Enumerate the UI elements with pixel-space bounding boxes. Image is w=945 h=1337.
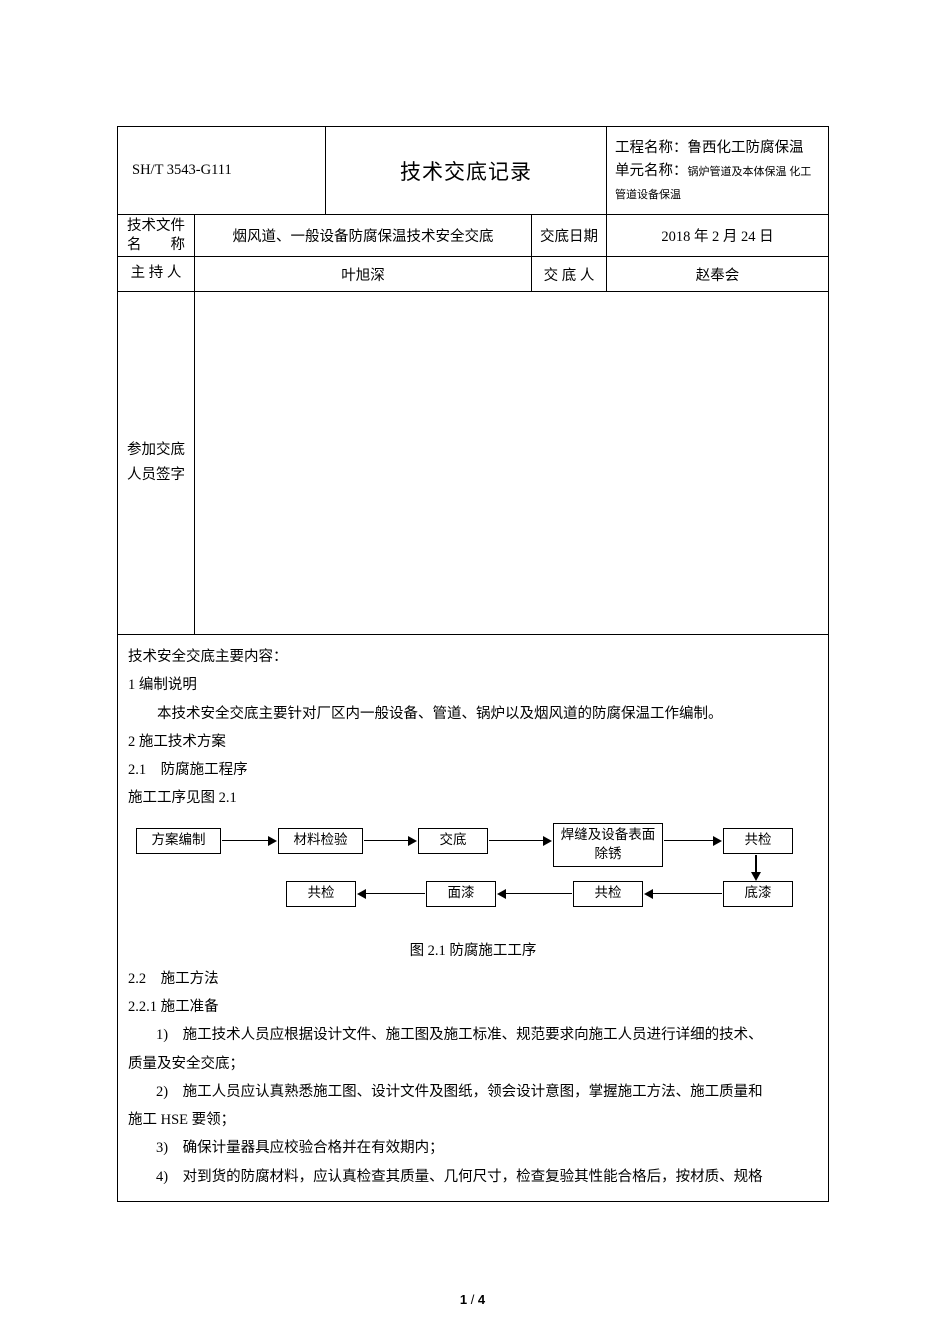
arrow-5-down-v xyxy=(755,855,757,873)
doc-title-cell: 技术交底记录 xyxy=(326,127,607,214)
host-value-cell: 叶旭深 xyxy=(195,257,532,291)
arrow-9-8 xyxy=(644,889,722,899)
arrow-3-4 xyxy=(489,836,552,846)
project-name-line: 工程名称：鲁西化工防腐保温 xyxy=(615,137,820,160)
arrow-4-5 xyxy=(664,836,722,846)
project-name: 鲁西化工防腐保温 xyxy=(688,140,804,156)
page-current: 1 xyxy=(460,1292,467,1307)
header-row: SH/T 3543-G111 技术交底记录 工程名称：鲁西化工防腐保温 单元名称… xyxy=(118,127,828,215)
list-item-3: 3) 确保计量器具应校验合格并在有效期内； xyxy=(128,1134,818,1162)
doc-code: SH/T 3543-G111 xyxy=(132,162,232,179)
flowchart: 方案编制 材料检验 交底 焊缝及设备表面除锈 共检 共检 面漆 共检 底漆 xyxy=(128,823,818,933)
content-area: 技术安全交底主要内容： 1 编制说明 本技术安全交底主要针对厂区内一般设备、管道… xyxy=(118,635,828,1201)
signature-label: 参加交底人员签字 xyxy=(124,438,188,487)
signature-row: 参加交底人员签字 xyxy=(118,292,828,635)
project-info-cell: 工程名称：鲁西化工防腐保温 单元名称：锅炉管道及本体保温 化工管道设备保温 xyxy=(607,127,828,214)
flow-node-8: 共检 xyxy=(573,881,643,907)
presenter-label-cell: 交 底 人 xyxy=(532,257,607,291)
unit-name-line: 单元名称：锅炉管道及本体保温 化工管道设备保温 xyxy=(615,160,820,206)
arrow-8-7 xyxy=(497,889,572,899)
date-value-cell: 2018 年 2 月 24 日 xyxy=(607,215,828,256)
arrow-2-3 xyxy=(364,836,417,846)
host-label-cell: 主 持 人 xyxy=(118,257,195,291)
unit-label: 单元名称： xyxy=(615,163,688,179)
list-item-2: 2) 施工人员应认真熟悉施工图、设计文件及图纸，领会设计意图，掌握施工方法、施工… xyxy=(128,1078,818,1106)
date-label: 交底日期 xyxy=(540,225,598,246)
doc-title: 技术交底记录 xyxy=(400,156,532,186)
presenter-value: 赵奉会 xyxy=(696,264,740,285)
list-item-1: 1) 施工技术人员应根据设计文件、施工图及施工标准、规范要求向施工人员进行详细的… xyxy=(128,1021,818,1049)
page-total: 4 xyxy=(478,1292,485,1307)
page-number: 1 / 4 xyxy=(0,1292,945,1307)
doc-name-label-cell: 技术文件名 称 xyxy=(118,215,195,256)
project-label: 工程名称： xyxy=(615,140,688,156)
section-221-title: 2.2.1 施工准备 xyxy=(128,993,818,1021)
list-item-1b: 质量及安全交底； xyxy=(128,1050,818,1078)
flow-node-2: 材料检验 xyxy=(278,828,363,854)
info-row-2: 主 持 人 叶旭深 交 底 人 赵奉会 xyxy=(118,257,828,292)
arrow-7-6 xyxy=(357,889,425,899)
arrow-1-2 xyxy=(222,836,277,846)
flow-node-9: 底漆 xyxy=(723,881,793,907)
presenter-value-cell: 赵奉会 xyxy=(607,257,828,291)
section-2-title: 2 施工技术方案 xyxy=(128,728,818,756)
signature-area xyxy=(195,292,828,634)
document-page: SH/T 3543-G111 技术交底记录 工程名称：鲁西化工防腐保温 单元名称… xyxy=(117,126,829,1202)
section-1-title: 1 编制说明 xyxy=(128,671,818,699)
section-1-body: 本技术安全交底主要针对厂区内一般设备、管道、锅炉以及烟风道的防腐保温工作编制。 xyxy=(128,700,818,728)
list-item-4: 4) 对到货的防腐材料，应认真检查其质量、几何尺寸，检查复验其性能合格后，按材质… xyxy=(128,1163,818,1191)
figure-caption: 图 2.1 防腐施工工序 xyxy=(128,937,818,965)
signature-label-cell: 参加交底人员签字 xyxy=(118,292,195,634)
section-21-title: 2.1 防腐施工程序 xyxy=(128,756,818,784)
section-21-body: 施工工序见图 2.1 xyxy=(128,784,818,812)
host-value: 叶旭深 xyxy=(341,264,385,285)
content-main-title: 技术安全交底主要内容： xyxy=(128,643,818,671)
info-row-1: 技术文件名 称 烟风道、一般设备防腐保温技术安全交底 交底日期 2018 年 2… xyxy=(118,215,828,257)
doc-name-label: 技术文件名 称 xyxy=(120,217,192,255)
section-22-title: 2.2 施工方法 xyxy=(128,965,818,993)
arrow-5-down-head xyxy=(751,872,761,881)
flow-node-5: 共检 xyxy=(723,828,793,854)
outer-table: SH/T 3543-G111 技术交底记录 工程名称：鲁西化工防腐保温 单元名称… xyxy=(117,126,829,1202)
page-sep: / xyxy=(467,1292,478,1307)
flow-node-3: 交底 xyxy=(418,828,488,854)
list-item-2b: 施工 HSE 要领； xyxy=(128,1106,818,1134)
presenter-label: 交 底 人 xyxy=(544,264,595,285)
host-label: 主 持 人 xyxy=(131,265,182,282)
doc-name-value: 烟风道、一般设备防腐保温技术安全交底 xyxy=(233,225,494,246)
doc-code-cell: SH/T 3543-G111 xyxy=(118,127,326,214)
date-value: 2018 年 2 月 24 日 xyxy=(661,225,773,246)
flow-node-7: 面漆 xyxy=(426,881,496,907)
date-label-cell: 交底日期 xyxy=(532,215,607,256)
doc-name-value-cell: 烟风道、一般设备防腐保温技术安全交底 xyxy=(195,215,532,256)
flow-node-1: 方案编制 xyxy=(136,828,221,854)
flow-node-4: 焊缝及设备表面除锈 xyxy=(553,823,663,867)
flow-node-6: 共检 xyxy=(286,881,356,907)
